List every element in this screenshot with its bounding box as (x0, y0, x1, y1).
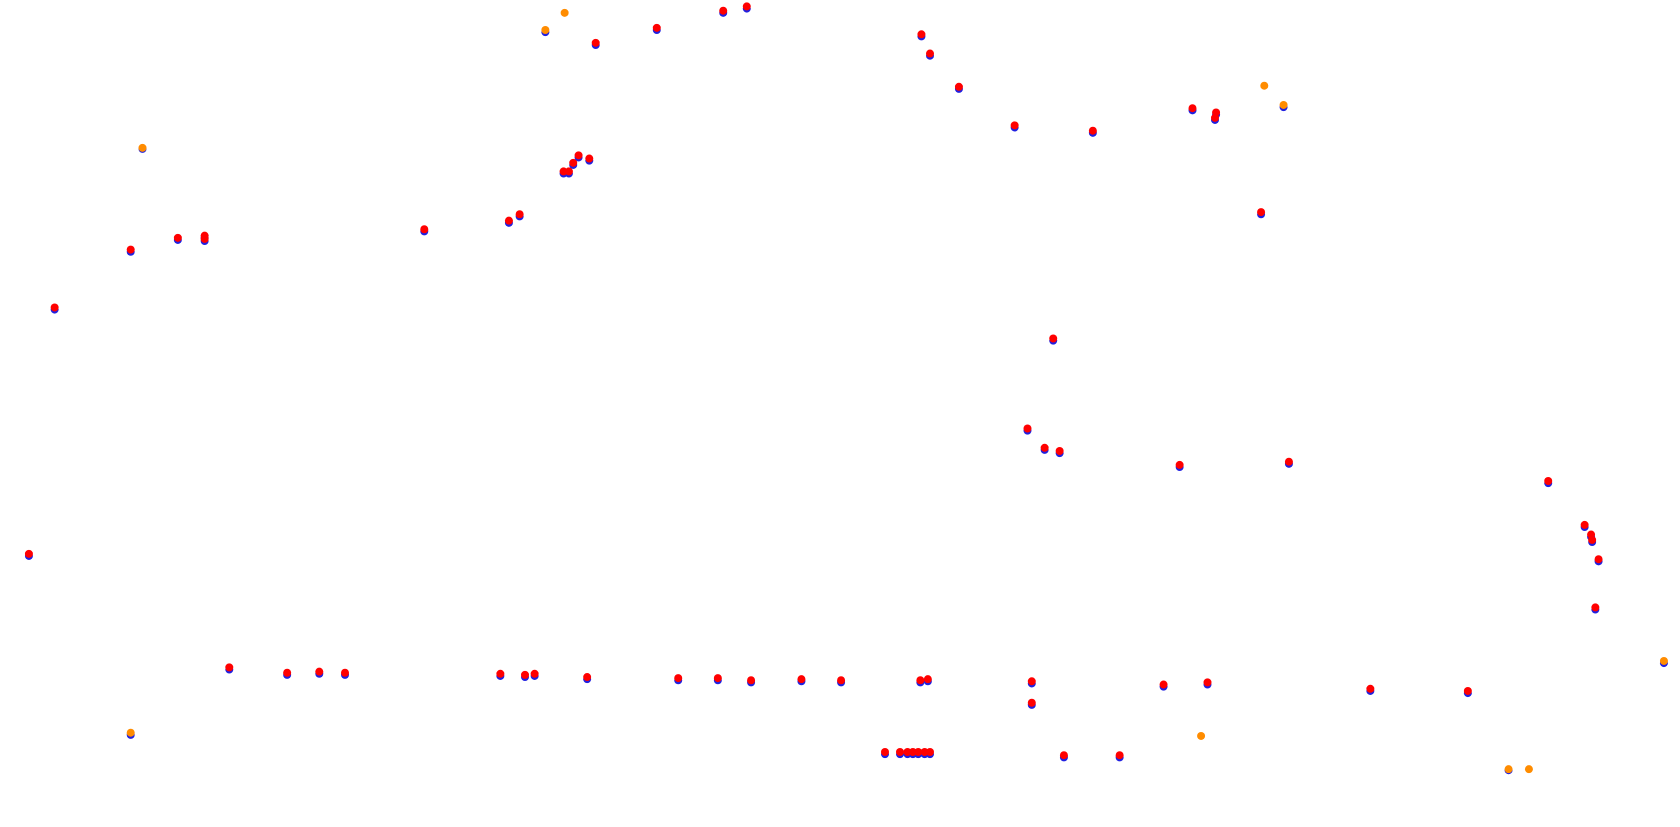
point (917, 30, 926, 39)
point (896, 748, 904, 757)
point (881, 748, 889, 757)
point (1010, 121, 1019, 130)
point (1027, 677, 1036, 686)
point (341, 668, 349, 677)
point (1203, 678, 1212, 687)
point (1591, 603, 1600, 612)
point (1279, 100, 1288, 109)
point (1588, 535, 1597, 544)
point (1059, 751, 1068, 760)
point (713, 674, 722, 683)
point (574, 151, 583, 160)
point (797, 675, 806, 684)
point (1188, 104, 1197, 113)
point (585, 154, 594, 163)
point (1115, 751, 1124, 760)
point (560, 8, 569, 17)
point (1366, 684, 1375, 693)
point (719, 6, 728, 15)
point (1504, 765, 1513, 774)
point (1211, 113, 1219, 122)
point (1175, 460, 1184, 469)
point (50, 303, 59, 312)
point (1040, 443, 1049, 452)
point (591, 38, 600, 47)
point (674, 674, 683, 683)
point (837, 676, 846, 685)
point (916, 676, 925, 685)
point (1544, 476, 1553, 485)
point (1088, 126, 1097, 135)
point (1524, 765, 1533, 774)
point (315, 667, 324, 676)
point (926, 748, 934, 757)
point (747, 676, 756, 685)
point (914, 748, 923, 757)
point (126, 245, 135, 254)
point (923, 675, 932, 684)
point (1197, 731, 1206, 740)
point (504, 216, 513, 225)
point (1023, 424, 1032, 433)
point (515, 210, 524, 219)
point (1159, 680, 1168, 689)
point (1027, 698, 1036, 707)
point (200, 234, 209, 243)
point (541, 25, 550, 34)
point (420, 225, 429, 234)
point (126, 728, 135, 737)
point (926, 49, 934, 58)
point (742, 2, 751, 11)
point (1055, 446, 1064, 455)
point (1284, 457, 1293, 466)
point (564, 167, 573, 176)
point (954, 82, 963, 91)
point (583, 673, 592, 682)
point (225, 663, 234, 672)
point (1580, 520, 1589, 529)
point (569, 158, 578, 167)
point (283, 668, 292, 677)
point (1463, 686, 1472, 695)
point (521, 670, 529, 679)
point (138, 143, 147, 152)
point (1260, 81, 1269, 90)
point (24, 549, 33, 558)
point (173, 233, 182, 242)
point (1257, 208, 1266, 217)
point (1594, 555, 1603, 564)
point (1659, 656, 1668, 665)
point (1049, 334, 1058, 343)
point (496, 669, 505, 678)
point (652, 23, 661, 32)
point (530, 669, 539, 678)
